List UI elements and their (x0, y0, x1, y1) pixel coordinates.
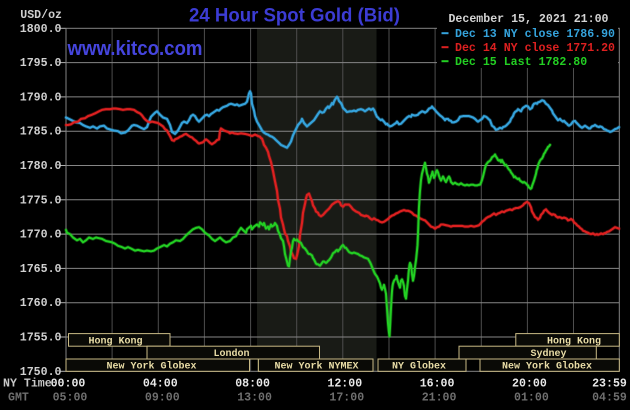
svg-text:13:00: 13:00 (237, 391, 272, 404)
svg-text:23:59: 23:59 (592, 378, 627, 391)
svg-text:New York NYMEX: New York NYMEX (274, 361, 358, 373)
svg-text:Dec 13 NY close 1786.90: Dec 13 NY close 1786.90 (455, 28, 615, 41)
svg-text:1795.0: 1795.0 (20, 57, 62, 70)
svg-text:Hong Kong: Hong Kong (88, 336, 142, 347)
svg-text:1780.0: 1780.0 (20, 160, 62, 173)
svg-text:Sydney: Sydney (530, 348, 566, 360)
svg-text:1760.0: 1760.0 (20, 297, 62, 310)
svg-text:Hong Kong: Hong Kong (547, 336, 601, 347)
svg-text:04:59: 04:59 (592, 391, 627, 404)
svg-text:1800.0: 1800.0 (20, 23, 62, 36)
svg-text:24 Hour Spot Gold (Bid): 24 Hour Spot Gold (Bid) (189, 5, 400, 27)
svg-text:00:00: 00:00 (51, 378, 86, 391)
svg-text:1775.0: 1775.0 (20, 194, 62, 207)
svg-text:17:00: 17:00 (329, 391, 364, 404)
svg-text:1790.0: 1790.0 (20, 91, 62, 104)
svg-text:04:00: 04:00 (143, 378, 178, 391)
svg-text:09:00: 09:00 (145, 391, 180, 404)
svg-text:1770.0: 1770.0 (20, 229, 62, 242)
svg-text:Dec 14 NY close 1771.20: Dec 14 NY close 1771.20 (455, 42, 615, 55)
svg-text:20:00: 20:00 (512, 378, 547, 391)
svg-text:1785.0: 1785.0 (20, 126, 62, 139)
svg-text:USD/oz: USD/oz (20, 9, 62, 22)
svg-text:New York Globex: New York Globex (106, 361, 196, 373)
svg-text:05:00: 05:00 (53, 391, 88, 404)
svg-text:21:00: 21:00 (422, 391, 457, 404)
svg-text:NY Time: NY Time (3, 378, 52, 391)
svg-text:NY Globex: NY Globex (392, 361, 446, 373)
svg-text:08:00: 08:00 (235, 378, 270, 391)
svg-text:1765.0: 1765.0 (20, 263, 62, 276)
svg-text:1750.0: 1750.0 (20, 366, 62, 379)
svg-text:16:00: 16:00 (420, 378, 455, 391)
svg-text:12:00: 12:00 (327, 378, 362, 391)
svg-text:London: London (213, 348, 249, 360)
svg-text:New York Globex: New York Globex (502, 361, 592, 373)
svg-text:December 15, 2021 21:00: December 15, 2021 21:00 (448, 13, 608, 26)
svg-text:1755.0: 1755.0 (20, 332, 62, 345)
svg-text:Dec 15 Last 1782.80: Dec 15 Last 1782.80 (455, 56, 587, 69)
svg-text:01:00: 01:00 (514, 391, 549, 404)
svg-text:www.kitco.com: www.kitco.com (67, 38, 203, 60)
svg-text:GMT: GMT (8, 391, 29, 404)
